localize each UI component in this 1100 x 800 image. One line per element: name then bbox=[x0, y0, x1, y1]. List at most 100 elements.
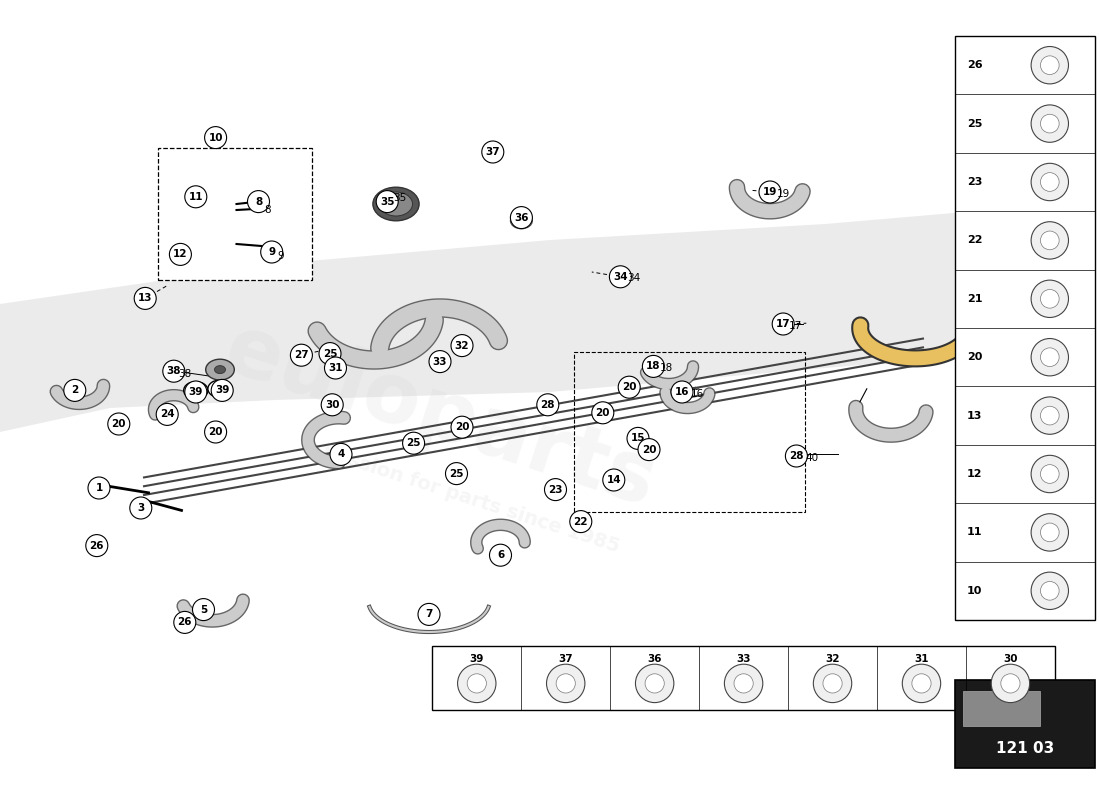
Ellipse shape bbox=[1001, 674, 1020, 693]
Text: 35: 35 bbox=[393, 193, 406, 202]
Text: 20: 20 bbox=[454, 422, 470, 432]
Ellipse shape bbox=[813, 664, 851, 702]
Text: 5: 5 bbox=[200, 605, 207, 614]
Polygon shape bbox=[0, 208, 1012, 432]
Text: 20: 20 bbox=[621, 382, 637, 392]
Text: 23: 23 bbox=[967, 177, 982, 187]
Ellipse shape bbox=[1041, 582, 1059, 600]
Text: 1: 1 bbox=[96, 483, 102, 493]
Circle shape bbox=[376, 190, 398, 213]
Text: euloparts: euloparts bbox=[214, 308, 666, 524]
Text: 39: 39 bbox=[214, 386, 230, 395]
Circle shape bbox=[603, 469, 625, 491]
Text: 38: 38 bbox=[166, 366, 182, 376]
Text: 36: 36 bbox=[648, 654, 662, 664]
Text: 33: 33 bbox=[736, 654, 751, 664]
Text: 17: 17 bbox=[789, 322, 802, 331]
Text: 12: 12 bbox=[967, 469, 982, 479]
Text: 24: 24 bbox=[160, 410, 175, 419]
Circle shape bbox=[205, 126, 227, 149]
Text: 20: 20 bbox=[208, 427, 223, 437]
Circle shape bbox=[108, 413, 130, 435]
Text: 4: 4 bbox=[338, 450, 344, 459]
Text: 12: 12 bbox=[173, 250, 188, 259]
Ellipse shape bbox=[213, 384, 227, 394]
Circle shape bbox=[134, 287, 156, 310]
Ellipse shape bbox=[725, 664, 762, 702]
Text: 30: 30 bbox=[1003, 654, 1018, 664]
Ellipse shape bbox=[645, 674, 664, 693]
Text: 27: 27 bbox=[294, 350, 309, 360]
Bar bbox=[432, 646, 1055, 710]
Circle shape bbox=[321, 394, 343, 416]
Circle shape bbox=[211, 379, 233, 402]
Text: 31: 31 bbox=[328, 363, 343, 373]
Circle shape bbox=[86, 534, 108, 557]
Circle shape bbox=[156, 403, 178, 426]
Text: 16: 16 bbox=[691, 389, 704, 398]
Circle shape bbox=[537, 394, 559, 416]
Circle shape bbox=[482, 141, 504, 163]
Text: 33: 33 bbox=[432, 357, 448, 366]
Circle shape bbox=[403, 432, 425, 454]
Circle shape bbox=[642, 355, 664, 378]
Circle shape bbox=[64, 379, 86, 402]
Text: 37: 37 bbox=[485, 147, 501, 157]
Circle shape bbox=[169, 243, 191, 266]
Text: 2: 2 bbox=[72, 386, 78, 395]
Ellipse shape bbox=[557, 674, 575, 693]
Ellipse shape bbox=[902, 664, 940, 702]
Text: 18: 18 bbox=[660, 363, 673, 373]
Text: 13: 13 bbox=[138, 294, 153, 303]
Ellipse shape bbox=[1031, 455, 1068, 493]
Ellipse shape bbox=[1031, 163, 1068, 201]
Text: 19: 19 bbox=[777, 189, 790, 198]
Circle shape bbox=[544, 478, 566, 501]
Circle shape bbox=[130, 497, 152, 519]
Text: 28: 28 bbox=[789, 451, 804, 461]
Circle shape bbox=[609, 266, 631, 288]
Circle shape bbox=[205, 421, 227, 443]
Circle shape bbox=[261, 241, 283, 263]
Text: 35: 35 bbox=[379, 197, 395, 206]
Ellipse shape bbox=[1031, 105, 1068, 142]
Ellipse shape bbox=[1041, 523, 1059, 542]
Circle shape bbox=[185, 186, 207, 208]
Text: 28: 28 bbox=[540, 400, 556, 410]
Text: 38: 38 bbox=[178, 370, 191, 379]
Ellipse shape bbox=[468, 674, 486, 693]
Circle shape bbox=[248, 190, 270, 213]
Text: 26: 26 bbox=[967, 60, 982, 70]
FancyBboxPatch shape bbox=[158, 148, 312, 280]
Ellipse shape bbox=[912, 674, 931, 693]
Circle shape bbox=[418, 603, 440, 626]
Text: 25: 25 bbox=[322, 349, 338, 358]
Circle shape bbox=[88, 477, 110, 499]
Ellipse shape bbox=[1041, 231, 1059, 250]
Ellipse shape bbox=[373, 187, 419, 221]
Ellipse shape bbox=[823, 674, 843, 693]
Text: 8: 8 bbox=[265, 205, 272, 214]
Ellipse shape bbox=[1041, 290, 1059, 308]
Text: 25: 25 bbox=[406, 438, 421, 448]
Ellipse shape bbox=[636, 664, 674, 702]
Ellipse shape bbox=[379, 192, 412, 216]
Text: 37: 37 bbox=[559, 654, 573, 664]
Text: 11: 11 bbox=[967, 527, 982, 538]
Ellipse shape bbox=[1041, 465, 1059, 483]
Bar bbox=[955, 36, 1094, 620]
Circle shape bbox=[759, 181, 781, 203]
Text: 32: 32 bbox=[825, 654, 839, 664]
Text: 8: 8 bbox=[255, 197, 262, 206]
Ellipse shape bbox=[1031, 222, 1068, 259]
Circle shape bbox=[429, 350, 451, 373]
Text: 34: 34 bbox=[627, 274, 640, 283]
Circle shape bbox=[772, 313, 794, 335]
Text: 31: 31 bbox=[914, 654, 928, 664]
Ellipse shape bbox=[1041, 406, 1059, 425]
Text: 10: 10 bbox=[967, 586, 982, 596]
Text: 9: 9 bbox=[268, 247, 275, 257]
Ellipse shape bbox=[184, 382, 208, 399]
Text: 16: 16 bbox=[674, 387, 690, 397]
Text: 20: 20 bbox=[595, 408, 610, 418]
